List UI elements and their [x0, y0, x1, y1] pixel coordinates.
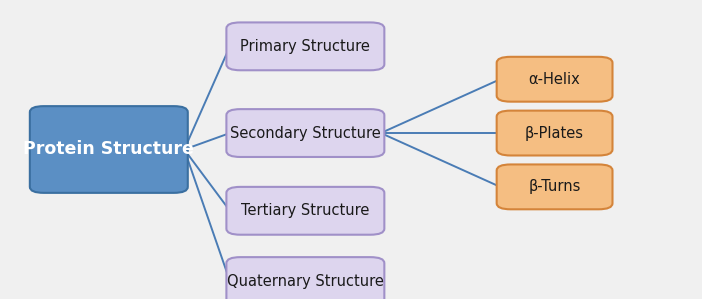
- Text: α-Helix: α-Helix: [529, 72, 581, 87]
- FancyBboxPatch shape: [226, 22, 385, 70]
- Text: Tertiary Structure: Tertiary Structure: [241, 203, 369, 218]
- FancyBboxPatch shape: [226, 257, 385, 299]
- FancyBboxPatch shape: [497, 111, 612, 155]
- FancyBboxPatch shape: [497, 164, 612, 209]
- FancyBboxPatch shape: [497, 57, 612, 102]
- Text: β-Turns: β-Turns: [529, 179, 581, 194]
- FancyBboxPatch shape: [29, 106, 188, 193]
- Text: Protein Structure: Protein Structure: [23, 141, 194, 158]
- Text: β-Plates: β-Plates: [525, 126, 584, 141]
- FancyBboxPatch shape: [226, 187, 385, 235]
- Text: Primary Structure: Primary Structure: [240, 39, 371, 54]
- FancyBboxPatch shape: [226, 109, 385, 157]
- Text: Secondary Structure: Secondary Structure: [230, 126, 380, 141]
- Text: Quaternary Structure: Quaternary Structure: [227, 274, 384, 289]
